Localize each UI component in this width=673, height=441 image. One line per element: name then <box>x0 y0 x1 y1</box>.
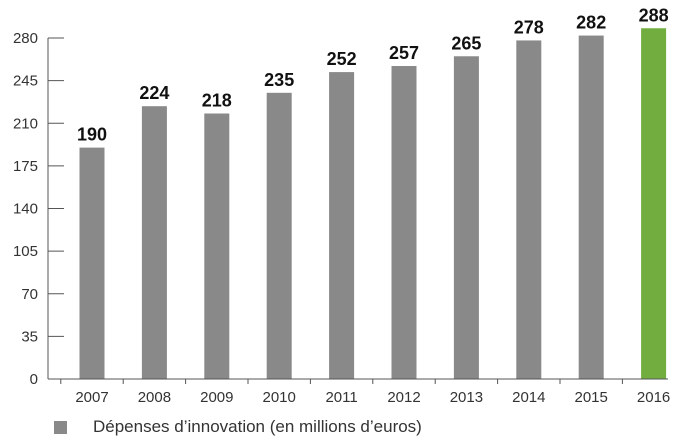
x-tick-label-2007: 2007 <box>75 389 108 406</box>
x-tick-label-2008: 2008 <box>138 389 171 406</box>
y-tick-label: 175 <box>13 158 38 175</box>
data-label-2011: 252 <box>327 49 357 69</box>
x-axis: 2007 2008 2009 2010 2011 2012 2013 2014 2015 2016 <box>48 378 670 406</box>
y-tick-label: 70 <box>21 286 38 303</box>
legend-swatch <box>54 420 67 434</box>
x-tick-label-2010: 2010 <box>263 389 296 406</box>
x-tick-label-2016: 2016 <box>637 389 670 406</box>
y-tick-label: 0 <box>30 371 38 388</box>
data-label-2008: 224 <box>139 83 169 103</box>
bar-2016 <box>641 28 667 380</box>
y-tick-label: 245 <box>13 73 38 90</box>
data-label-2009: 218 <box>202 91 232 111</box>
bar-2013 <box>453 56 479 380</box>
bar-2014 <box>516 40 542 379</box>
data-label-2016: 288 <box>639 5 669 25</box>
data-label-2010: 235 <box>264 70 294 90</box>
y-tick-label: 210 <box>13 115 38 132</box>
data-label-2007: 190 <box>77 125 107 145</box>
x-tick-label-2015: 2015 <box>575 389 608 406</box>
x-tick-label-2013: 2013 <box>450 389 483 406</box>
data-label-2014: 278 <box>514 17 544 37</box>
bars <box>79 28 667 380</box>
legend: Dépenses d’innovation (en millions d’eur… <box>54 417 422 437</box>
legend-label: Dépenses d’innovation (en millions d’eur… <box>93 417 422 436</box>
bar-2008 <box>141 106 167 379</box>
y-axis: 0 35 70 105 140 175 210 245 280 <box>13 30 64 388</box>
bar-labels: 190 224 218 235 252 257 265 278 282 288 <box>77 5 669 144</box>
x-tick-label-2012: 2012 <box>387 389 420 406</box>
data-label-2015: 282 <box>576 13 606 33</box>
x-tick-label-2009: 2009 <box>200 389 233 406</box>
bar-2010 <box>266 92 292 379</box>
bar-2007 <box>79 147 105 379</box>
bar-2015 <box>578 35 604 380</box>
bar-2009 <box>204 113 230 379</box>
bar-2011 <box>329 72 355 379</box>
x-tick-label-2014: 2014 <box>512 389 545 406</box>
y-tick-label: 280 <box>13 30 38 47</box>
data-label-2013: 265 <box>451 33 481 53</box>
y-tick-label: 105 <box>13 243 38 260</box>
y-tick-label: 140 <box>13 201 38 218</box>
bar-2012 <box>391 66 417 379</box>
y-tick-label: 35 <box>21 328 38 345</box>
x-tick-label-2011: 2011 <box>325 389 357 406</box>
data-label-2012: 257 <box>389 43 419 63</box>
